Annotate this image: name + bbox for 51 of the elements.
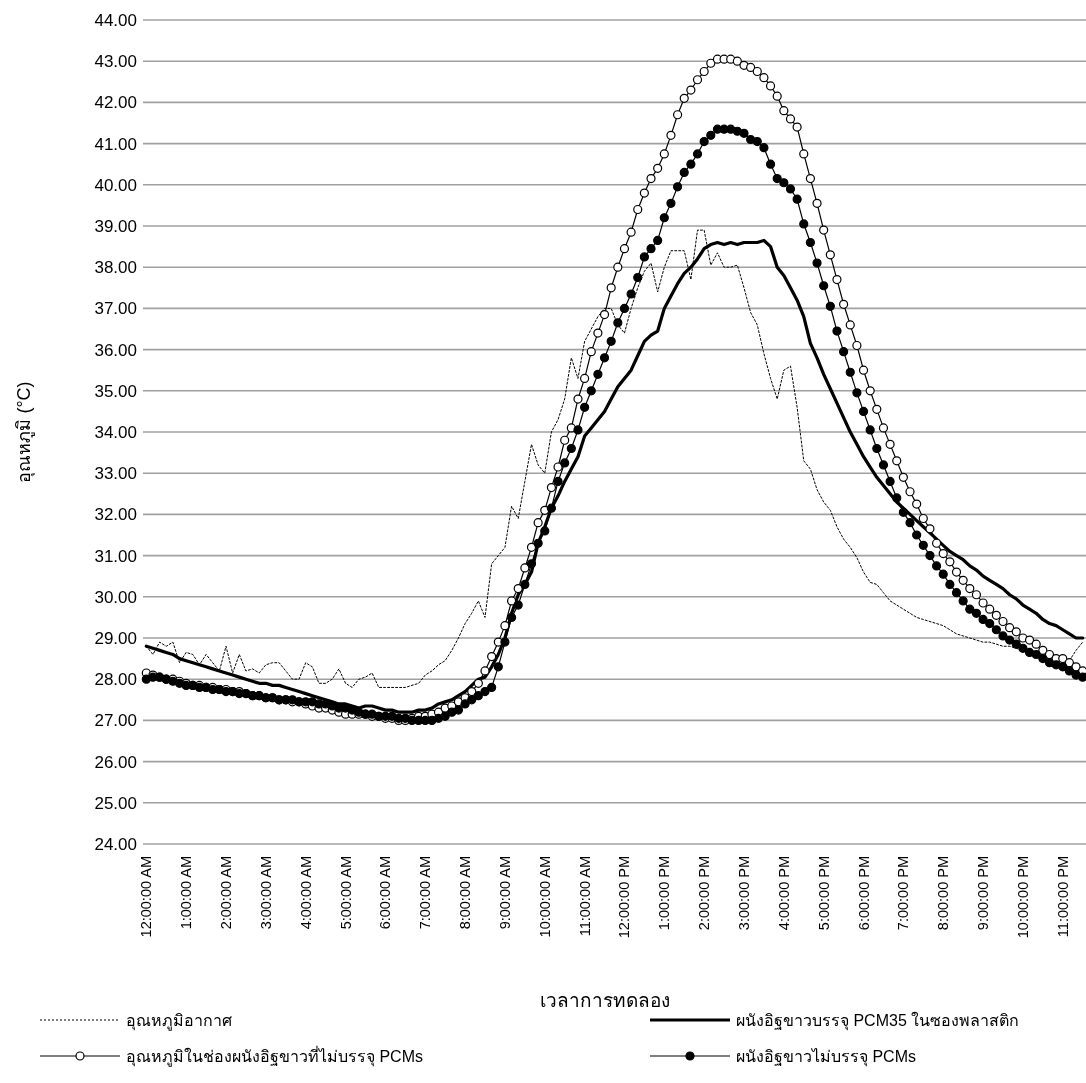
- x-tick-label: 3:00:00 AM: [257, 856, 274, 930]
- y-tick-label: 36.00: [94, 340, 137, 360]
- x-tick-label: 7:00:00 PM: [895, 856, 912, 931]
- x-tick-label: 1:00:00 PM: [656, 856, 673, 931]
- x-tick-label: 12:00:00 AM: [138, 856, 155, 938]
- y-tick-label: 34.00: [94, 423, 137, 442]
- y-axis-title: อุณหภูมิ (°C): [14, 381, 35, 483]
- x-tick-label: 2:00:00 AM: [218, 856, 235, 930]
- x-tick-label: 12:00:00 PM: [616, 856, 633, 939]
- y-tick-label: 32.00: [94, 505, 137, 525]
- y-tick-label: 44.00: [94, 11, 137, 30]
- y-tick-label: 33.00: [94, 464, 137, 484]
- y-tick-label: 28.00: [94, 670, 137, 690]
- y-tick-label: 26.00: [94, 752, 137, 772]
- y-tick-label: 43.00: [94, 52, 137, 72]
- x-tick-label: 6:00:00 AM: [377, 856, 394, 930]
- y-tick-label: 40.00: [94, 175, 137, 195]
- y-tick-label: 41.00: [94, 134, 137, 154]
- x-tick-label: 8:00:00 AM: [457, 856, 474, 930]
- x-tick-label: 11:00:00 AM: [576, 856, 593, 937]
- x-tick-label: 9:00:00 PM: [975, 856, 992, 931]
- x-tick-label: 2:00:00 PM: [696, 856, 713, 931]
- y-tick-label: 24.00: [94, 835, 137, 854]
- x-tick-label: 5:00:00 AM: [337, 856, 354, 930]
- x-tick-label: 4:00:00 AM: [297, 856, 314, 930]
- x-tick-label: 4:00:00 PM: [775, 856, 792, 931]
- y-tick-label: 29.00: [94, 629, 137, 648]
- x-tick-label: 8:00:00 PM: [935, 856, 952, 931]
- x-axis-title: เวลาการทดลอง: [539, 990, 670, 1011]
- y-tick-label: 42.00: [94, 93, 137, 113]
- x-tick-label: 3:00:00 PM: [736, 856, 752, 931]
- y-tick-label: 35.00: [94, 381, 137, 401]
- legend-label: ผนังอิฐขาวไม่บรรจุ PCMs: [736, 1047, 916, 1067]
- y-tick-label: 38.00: [94, 258, 137, 278]
- x-tick-label: 10:00:00 AM: [536, 856, 553, 938]
- y-tick-label: 30.00: [94, 587, 137, 607]
- y-tick-label: 31.00: [94, 546, 137, 566]
- x-tick-label: 7:00:00 AM: [417, 856, 434, 930]
- legend-label: อุณหภูมิในช่องผนังอิฐขาวที่ไม่บรรจุ PCMs: [126, 1045, 423, 1067]
- y-tick-label: 27.00: [94, 711, 137, 731]
- x-tick-label: 5:00:00 PM: [815, 856, 832, 931]
- y-tick-label: 37.00: [94, 299, 137, 319]
- x-tick-label: 6:00:00 PM: [855, 856, 872, 931]
- x-tick-label: 10:00:00 PM: [1014, 856, 1031, 939]
- x-tick-label: 9:00:00 AM: [496, 856, 513, 930]
- legend-label: อุณหภูมิอากาศ: [126, 1012, 232, 1031]
- legend-label: ผนังอิฐขาวบรรจุ PCM35 ในซองพลาสติก: [736, 1011, 1020, 1031]
- x-tick-label: 11:00:00 PM: [1054, 856, 1071, 938]
- y-tick-label: 39.00: [94, 217, 137, 236]
- y-tick-label: 25.00: [94, 793, 137, 813]
- x-tick-label: 1:00:00 AM: [178, 856, 195, 930]
